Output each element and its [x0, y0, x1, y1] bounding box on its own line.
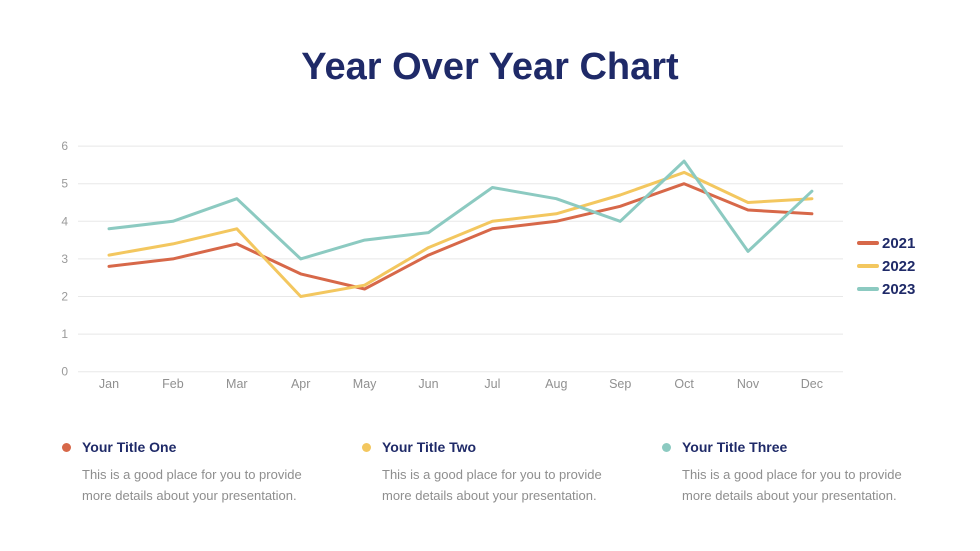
x-axis-tick-label: Jan: [99, 377, 119, 391]
callout-description: This is a good place for you to provide …: [82, 464, 357, 506]
line-chart: 0 1 2 3 4 5 6 Jan Feb Mar Apr May Jun Jul Aug Sep Oct Nov…: [40, 130, 850, 400]
x-axis-tick-label: Dec: [801, 377, 823, 391]
callout-description-line: This is a good place for you to provide: [82, 467, 302, 482]
x-axis-tick-label: Oct: [674, 377, 694, 391]
legend-label: 2021: [882, 234, 916, 252]
page-title: Year Over Year Chart: [301, 46, 679, 88]
x-axis-tick-label: Jun: [418, 377, 438, 391]
bullet-icon: [662, 442, 671, 452]
legend-swatch-2023: [857, 287, 879, 291]
chart-legend: 2021 2022 2023: [857, 234, 916, 298]
callout-description-line: more details about your presentation.: [682, 488, 897, 503]
line-chart-canvas: 0 1 2 3 4 5 6 Jan Feb Mar Apr May Jun Jul Aug Sep Oct Nov…: [61, 139, 843, 391]
y-axis-tick-label: 6: [61, 139, 68, 153]
y-axis-tick-label: 1: [61, 327, 68, 341]
callout-title: Your Title Two: [382, 439, 477, 455]
legend-item-2021: 2021: [857, 234, 916, 252]
callout-description-line: more details about your presentation.: [382, 488, 597, 503]
callout-description-line: more details about your presentation.: [82, 488, 297, 503]
series-line-2021: [107, 182, 814, 291]
legend-swatch-2022: [857, 264, 879, 268]
callout-title: Your Title Three: [682, 439, 788, 455]
legend-swatch-2021: [857, 241, 879, 245]
bullet-icon: [62, 442, 71, 452]
callout-description-line: This is a good place for you to provide: [682, 467, 902, 482]
x-axis-tick-label: Apr: [291, 377, 310, 391]
legend-item-2022: 2022: [857, 257, 916, 275]
legend-label: 2022: [882, 257, 916, 275]
bullet-icon: [362, 442, 371, 452]
series-line-2023: [107, 159, 814, 261]
x-axis-tick-label: Mar: [226, 377, 248, 391]
callout-description: This is a good place for you to provide …: [682, 464, 957, 506]
callout-header: Your Title Two: [362, 437, 657, 457]
callout-block-three: Your Title Three This is a good place fo…: [662, 437, 957, 506]
y-axis-tick-label: 2: [61, 290, 68, 304]
x-axis-tick-label: May: [353, 377, 377, 391]
callout-block-one: Your Title One This is a good place for …: [62, 437, 357, 506]
y-axis-tick-label: 4: [61, 214, 68, 228]
legend-label: 2023: [882, 280, 916, 298]
y-axis-tick-label: 5: [61, 177, 68, 191]
x-axis-tick-label: Feb: [162, 377, 184, 391]
y-axis-tick-label: 0: [61, 365, 68, 379]
callout-title: Your Title One: [82, 439, 177, 455]
x-axis-tick-label: Nov: [737, 377, 760, 391]
callout-block-two: Your Title Two This is a good place for …: [362, 437, 657, 506]
x-axis-tick-label: Sep: [609, 377, 631, 391]
legend-item-2023: 2023: [857, 280, 916, 298]
x-axis-tick-label: Aug: [545, 377, 567, 391]
callout-description-line: This is a good place for you to provide: [382, 467, 602, 482]
x-axis-tick-label: Jul: [484, 377, 500, 391]
callout-header: Your Title One: [62, 437, 357, 457]
y-axis-tick-label: 3: [61, 252, 68, 266]
callout-header: Your Title Three: [662, 437, 957, 457]
callout-description: This is a good place for you to provide …: [382, 464, 657, 506]
